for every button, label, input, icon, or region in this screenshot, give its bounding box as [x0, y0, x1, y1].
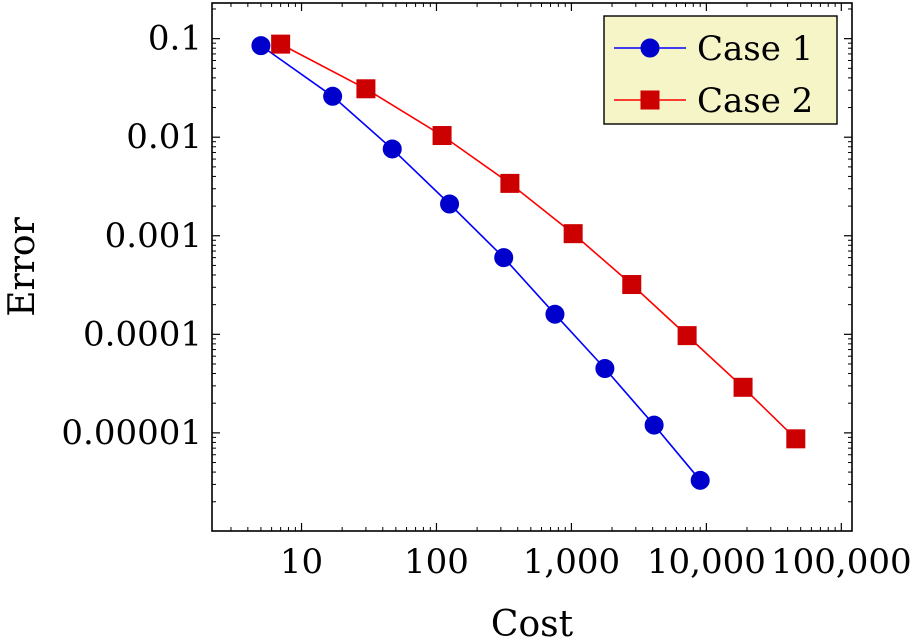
series-2-point — [500, 173, 520, 193]
x-tick-label: 100 — [404, 542, 469, 582]
x-tick-label: 1,000 — [523, 542, 620, 582]
legend-marker — [640, 38, 660, 58]
series-1-point — [323, 86, 343, 106]
series-2-point — [563, 224, 583, 244]
series-1-point — [440, 194, 460, 214]
series-1 — [251, 36, 710, 490]
y-axis-title: Error — [2, 216, 43, 316]
legend-marker — [640, 90, 660, 110]
y-tick-label: 0.1 — [148, 19, 202, 59]
series-2-point — [622, 275, 642, 295]
series-2-point — [733, 377, 753, 397]
series-1-point — [251, 36, 271, 56]
legend-label: Case 1 — [697, 29, 813, 69]
x-axis-title: Cost — [491, 604, 574, 644]
x-tick-label: 10 — [280, 542, 323, 582]
series-2 — [271, 34, 806, 449]
y-tick-label: 0.00001 — [61, 413, 202, 453]
series-layer — [251, 34, 806, 490]
x-tick-labels: 10 100 1,000 10,000 100,000 — [280, 542, 912, 582]
y-tick-label: 0.001 — [105, 216, 202, 256]
series-1-point — [545, 304, 565, 324]
series-2-point — [356, 79, 376, 99]
series-1-point — [644, 415, 664, 435]
series-2-point — [432, 126, 452, 146]
series-1-point — [690, 470, 710, 490]
series-1-point — [595, 358, 615, 378]
legend: Case 1 Case 2 — [603, 15, 838, 125]
series-2-point — [786, 429, 806, 449]
series-1-point — [494, 248, 514, 268]
series-2-point — [271, 34, 291, 54]
legend-entries: Case 1 Case 2 — [614, 29, 813, 121]
legend-label: Case 2 — [697, 81, 813, 121]
y-tick-label: 0.0001 — [83, 314, 202, 354]
plot-frame — [211, 2, 853, 532]
x-tick-label: 100,000 — [771, 542, 912, 582]
x-tick-label: 10,000 — [647, 542, 766, 582]
y-tick-label: 0.01 — [126, 117, 202, 157]
series-1-point — [382, 139, 402, 159]
y-tick-labels: 0.00001 0.0001 0.001 0.01 0.1 — [61, 19, 202, 453]
major-ticks — [212, 3, 852, 531]
series-2-point — [677, 326, 697, 346]
